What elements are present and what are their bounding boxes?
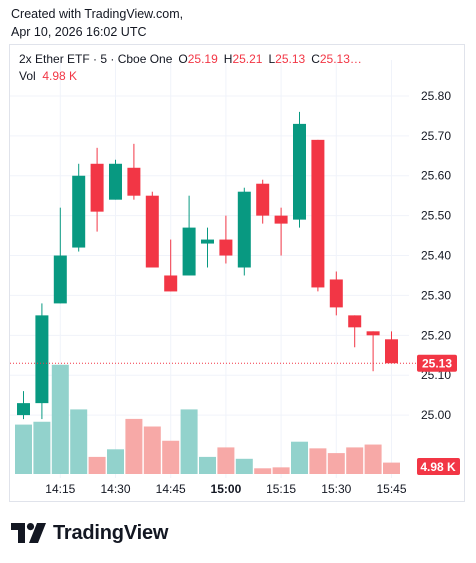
open-label: O [178, 52, 188, 66]
volume-bar [327, 453, 345, 474]
volume-legend-value: 4.98 K [42, 69, 78, 83]
volume-label: 4.98 K [420, 460, 456, 474]
volume-bar [291, 441, 308, 474]
volume-bar [272, 467, 290, 474]
volume-bar [125, 418, 143, 474]
volume-bar [33, 421, 51, 474]
close-value: 25.13… [319, 52, 362, 66]
credit-timestamp: Apr 10, 2026 16:02 UTC [11, 25, 147, 39]
last-price-label: 25.13 [422, 357, 452, 371]
volume-bar [383, 462, 400, 474]
price-tick-label: 25.60 [421, 169, 451, 183]
candle-body [385, 339, 398, 364]
time-tick-label: 14:15 [45, 482, 75, 496]
candle-body [293, 123, 306, 220]
candle-body [219, 239, 233, 256]
high-label: H [223, 52, 233, 66]
volume-bar [199, 456, 216, 474]
last-price-badge: 25.13 [417, 354, 457, 372]
volume-bar [70, 409, 88, 474]
time-tick-label: 14:30 [100, 482, 130, 496]
volume-bar [217, 447, 235, 474]
candle-body [72, 175, 86, 248]
time-tick-label: 15:30 [321, 482, 351, 496]
price-tick-label: 25.40 [421, 249, 451, 263]
volume-bar [346, 447, 364, 474]
candle-body [366, 331, 380, 336]
candles [17, 111, 398, 420]
candle-body [329, 279, 343, 308]
price-axis: 25.0025.1025.2025.3025.4025.5025.6025.70… [421, 89, 451, 422]
tradingview-wordmark: TradingView [53, 521, 169, 544]
volume-legend-label: Vol [19, 69, 36, 83]
time-tick-label: 15:00 [211, 482, 242, 496]
volume-bar [235, 458, 253, 474]
volume-bar [143, 426, 161, 474]
candle-body [109, 163, 122, 200]
price-tick-label: 25.50 [421, 209, 451, 223]
candle-body [311, 139, 325, 288]
candle-body [17, 403, 30, 416]
candle-body [274, 215, 288, 224]
volume-bar [254, 468, 272, 474]
candle-body [127, 167, 141, 196]
low-value: 25.13 [275, 52, 306, 66]
tradingview-logo-icon [11, 523, 46, 543]
close-label: C [311, 52, 320, 66]
candle-body [237, 191, 251, 268]
grid-lines [10, 60, 409, 478]
volume-bar [15, 424, 32, 474]
price-tick-label: 25.30 [421, 288, 451, 302]
ohlc-legend: 2x Ether ETF · 5 · Cboe One O25.19 H25.21 L… [19, 52, 362, 66]
chart-frame [9, 44, 465, 502]
candle-body [182, 227, 196, 276]
price-tick-label: 25.80 [421, 89, 451, 103]
candle-body [90, 163, 104, 212]
time-tick-label: 15:45 [376, 482, 406, 496]
price-tick-label: 25.20 [421, 328, 451, 342]
high-value: 25.21 [232, 52, 263, 66]
credit-line: Created with TradingView.com, [11, 7, 184, 21]
volume-bar [364, 444, 382, 474]
volume-bar [309, 448, 327, 474]
volume-bars [15, 364, 400, 474]
time-tick-label: 14:45 [156, 482, 186, 496]
volume-bar [180, 409, 198, 474]
volume-bar [162, 440, 180, 474]
candle-body [201, 239, 214, 244]
price-tick-label: 25.00 [421, 408, 451, 422]
time-axis: 14:15 14:30 14:45 15:00 15:15 15:30 15:45 [45, 482, 407, 496]
candle-body [164, 275, 178, 292]
open-value: 25.19 [187, 52, 218, 66]
time-tick-label: 15:15 [266, 482, 296, 496]
volume-bar [51, 364, 69, 474]
candle-body [35, 315, 49, 404]
candle-body [145, 195, 159, 268]
candle-body [53, 255, 67, 304]
low-label: L [268, 52, 276, 66]
tradingview-logo[interactable]: TradingView [11, 520, 168, 546]
volume-bar [107, 449, 124, 474]
candle-body [256, 183, 270, 216]
volume-bar [88, 456, 106, 474]
symbol-label: 2x Ether ETF · 5 · Cboe One [19, 52, 173, 66]
volume-legend: Vol 4.98 K [19, 69, 77, 83]
volume-badge: 4.98 K [417, 458, 460, 475]
candle-body [348, 315, 362, 328]
price-tick-label: 25.70 [421, 129, 451, 143]
